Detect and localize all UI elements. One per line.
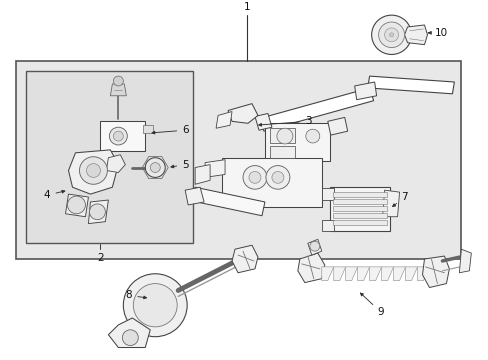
Circle shape <box>271 171 284 183</box>
Circle shape <box>89 204 105 220</box>
Circle shape <box>133 284 177 327</box>
Circle shape <box>378 22 404 48</box>
Circle shape <box>67 196 85 214</box>
Polygon shape <box>321 267 333 281</box>
Polygon shape <box>404 25 427 45</box>
Polygon shape <box>321 220 333 231</box>
Bar <box>332 206 386 211</box>
Text: 7: 7 <box>392 192 407 207</box>
Polygon shape <box>106 155 125 172</box>
Circle shape <box>113 131 123 141</box>
Bar <box>264 123 329 161</box>
Circle shape <box>265 166 289 189</box>
Polygon shape <box>216 112 232 128</box>
Text: 1: 1 <box>243 2 250 12</box>
Text: 2: 2 <box>97 253 103 263</box>
Polygon shape <box>382 190 399 217</box>
Polygon shape <box>88 200 108 224</box>
Text: 8: 8 <box>125 291 146 300</box>
Text: 5: 5 <box>171 159 188 170</box>
Text: 10: 10 <box>427 28 447 38</box>
Bar <box>332 220 386 225</box>
Circle shape <box>389 33 393 37</box>
Text: 4: 4 <box>44 190 65 200</box>
Polygon shape <box>357 267 369 281</box>
Polygon shape <box>227 104 258 123</box>
Polygon shape <box>204 160 224 177</box>
Polygon shape <box>65 194 88 217</box>
Circle shape <box>113 76 123 86</box>
Polygon shape <box>417 267 428 281</box>
Polygon shape <box>321 188 333 200</box>
Bar <box>16 61 461 259</box>
Polygon shape <box>393 267 405 281</box>
Circle shape <box>150 163 160 172</box>
Polygon shape <box>327 117 347 135</box>
Polygon shape <box>192 187 264 216</box>
Circle shape <box>86 164 100 177</box>
Polygon shape <box>458 249 470 273</box>
Polygon shape <box>367 76 453 94</box>
Bar <box>332 199 386 204</box>
Circle shape <box>309 241 319 251</box>
Circle shape <box>80 157 107 184</box>
Circle shape <box>109 127 127 145</box>
Polygon shape <box>68 150 118 194</box>
Polygon shape <box>232 245 258 273</box>
Polygon shape <box>108 318 150 347</box>
Circle shape <box>276 128 292 144</box>
Text: 6: 6 <box>152 125 188 135</box>
Bar <box>332 192 386 197</box>
Polygon shape <box>185 187 203 205</box>
Bar <box>25 71 193 243</box>
Bar <box>269 146 294 158</box>
Bar <box>269 128 294 143</box>
Polygon shape <box>333 267 345 281</box>
Polygon shape <box>369 267 381 281</box>
Polygon shape <box>381 267 393 281</box>
Polygon shape <box>405 267 417 281</box>
Polygon shape <box>297 253 324 283</box>
Polygon shape <box>254 113 271 130</box>
Circle shape <box>305 129 319 143</box>
Text: 9: 9 <box>360 293 384 317</box>
Polygon shape <box>422 256 448 288</box>
Polygon shape <box>260 88 373 131</box>
Polygon shape <box>345 267 357 281</box>
Bar <box>100 121 145 151</box>
Polygon shape <box>307 239 321 255</box>
Polygon shape <box>110 84 126 96</box>
Circle shape <box>248 171 261 183</box>
Circle shape <box>145 158 165 177</box>
Text: 3: 3 <box>258 116 311 126</box>
Bar <box>222 158 321 207</box>
Circle shape <box>243 166 266 189</box>
Polygon shape <box>354 82 376 100</box>
Polygon shape <box>329 187 389 231</box>
Bar <box>143 125 153 133</box>
Polygon shape <box>195 165 210 184</box>
Circle shape <box>122 330 138 346</box>
Bar <box>332 213 386 218</box>
Circle shape <box>123 274 187 337</box>
Circle shape <box>384 28 398 42</box>
Circle shape <box>371 15 411 54</box>
